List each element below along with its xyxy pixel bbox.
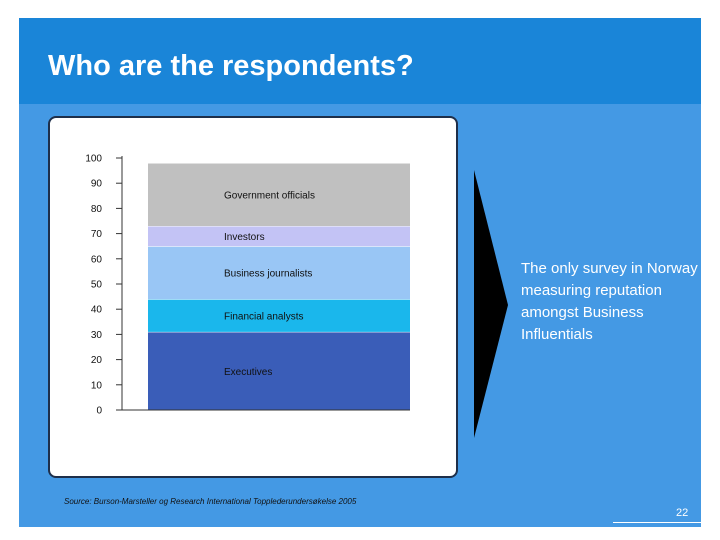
segment-label: Executives <box>224 367 272 378</box>
segment-label: Business journalists <box>224 269 312 280</box>
page-number: 22 <box>676 507 689 519</box>
bar-segment-business-journalists <box>148 246 410 300</box>
segment-label: Government officials <box>224 191 315 202</box>
page-number-underline <box>613 522 701 523</box>
y-tick-label: 30 <box>91 330 103 341</box>
y-tick-label: 70 <box>91 229 103 240</box>
bar-segment-financial-analysts <box>148 299 410 332</box>
segment-label: Financial analysts <box>224 312 303 323</box>
y-tick-label: 80 <box>91 204 103 215</box>
y-tick-label: 90 <box>91 179 103 190</box>
y-tick-label: 10 <box>91 380 103 391</box>
side-text: The only survey in Norway measuring repu… <box>521 260 698 343</box>
y-tick-label: 20 <box>91 355 103 366</box>
chart-frame: Executives Financial analysts Business jou… <box>48 116 458 478</box>
y-tick-label: 60 <box>91 254 103 265</box>
y-tick-label: 0 <box>96 406 102 417</box>
y-tick-label: 40 <box>91 305 103 316</box>
bar-segment-government-officials <box>148 163 410 227</box>
source-note: Source: Burson-Marsteller og Research In… <box>64 497 357 506</box>
bar-segment-investors <box>148 226 410 247</box>
segment-label: Investors <box>224 232 265 243</box>
stacked-bar-chart: Executives Financial analysts Business jou… <box>85 154 410 417</box>
arrow-shape <box>474 170 508 438</box>
y-tick-label: 100 <box>85 154 102 165</box>
bar-segment-executives <box>148 331 410 410</box>
title-bar <box>19 18 701 104</box>
y-tick-label: 50 <box>91 280 103 291</box>
slide-title: Who are the respondents? <box>48 50 414 82</box>
